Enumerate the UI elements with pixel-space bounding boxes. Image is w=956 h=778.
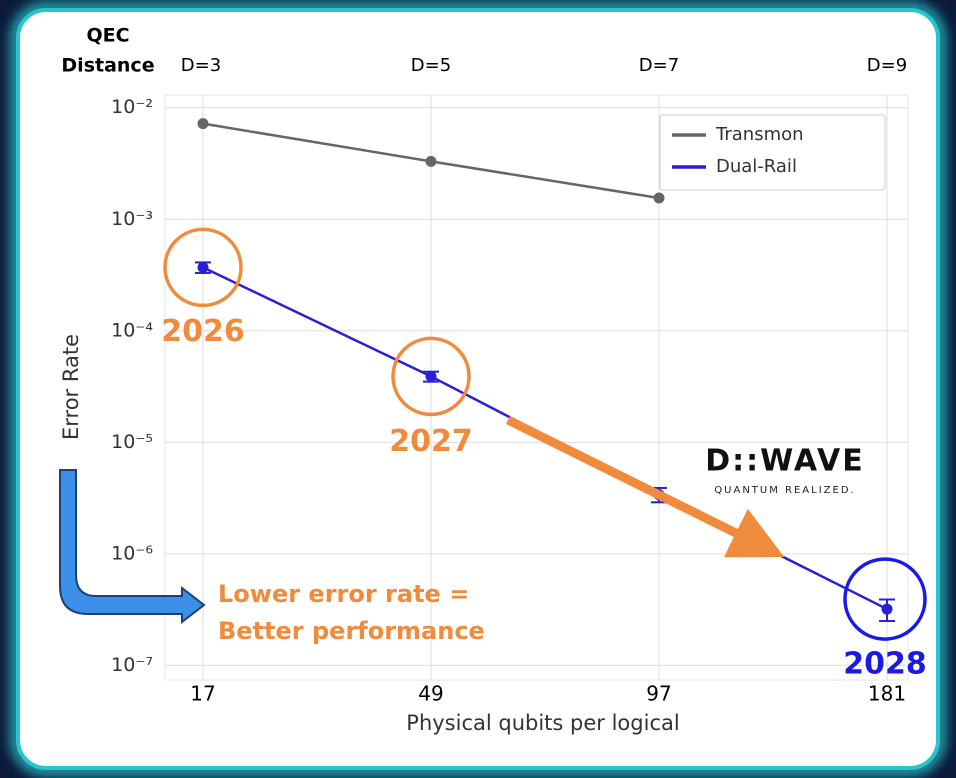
point <box>197 261 209 273</box>
legend-box <box>659 114 886 191</box>
year-label: 2026 <box>161 314 245 349</box>
x-tick-label: 49 <box>418 682 443 706</box>
marks: 10⁻² 10⁻³ 10⁻⁴ 10⁻⁵ 10⁻⁶ 10⁻⁷ 17 D=3 49 D=5 97 D=7 1… <box>111 55 927 706</box>
y-tick-label: 10⁻⁵ <box>111 431 153 453</box>
y-tick-label: 10⁻⁴ <box>111 319 153 341</box>
plot-area <box>164 94 909 681</box>
y-tick-label: 10⁻² <box>111 96 153 118</box>
highlight-circle <box>163 227 243 308</box>
trend-arrow <box>506 415 785 558</box>
year-label: 2027 <box>389 424 473 459</box>
top-tick-label: D=5 <box>411 55 451 76</box>
top-tick-label: D=3 <box>181 55 221 76</box>
top-axis-title: Distance <box>61 55 154 77</box>
y-axis-title: Error Rate <box>59 334 83 440</box>
point <box>425 155 437 167</box>
callout: Better performance <box>218 617 485 645</box>
x-axis-title: Physical qubits per logical <box>406 711 679 735</box>
y-tick-label: 10⁻⁶ <box>111 542 153 564</box>
legend-label: Dual-Rail <box>716 156 797 177</box>
callout: Lower error rate = <box>218 580 469 608</box>
highlight-circle <box>843 557 927 641</box>
x-tick-label: 17 <box>190 682 215 706</box>
y-tick-label: 10⁻⁷ <box>111 654 153 676</box>
top-axis-title: QEC <box>86 25 129 47</box>
point <box>653 192 665 204</box>
top-tick-label: D=9 <box>867 55 907 76</box>
y-tick-label: 10⁻³ <box>111 208 153 230</box>
legend-label: Transmon <box>715 124 804 145</box>
point <box>197 118 209 130</box>
point <box>881 603 893 615</box>
bent-arrow <box>59 469 206 625</box>
year-label: 2028 <box>843 647 927 682</box>
x-tick-label: 97 <box>646 682 671 706</box>
highlight-circle <box>391 336 471 417</box>
top-tick-label: D=7 <box>639 55 679 76</box>
point <box>425 370 437 382</box>
x-tick-label: 181 <box>868 682 906 706</box>
logo-tagline: QUANTUM REALIZED. <box>714 485 855 496</box>
logo: D::WAVE <box>705 444 865 479</box>
